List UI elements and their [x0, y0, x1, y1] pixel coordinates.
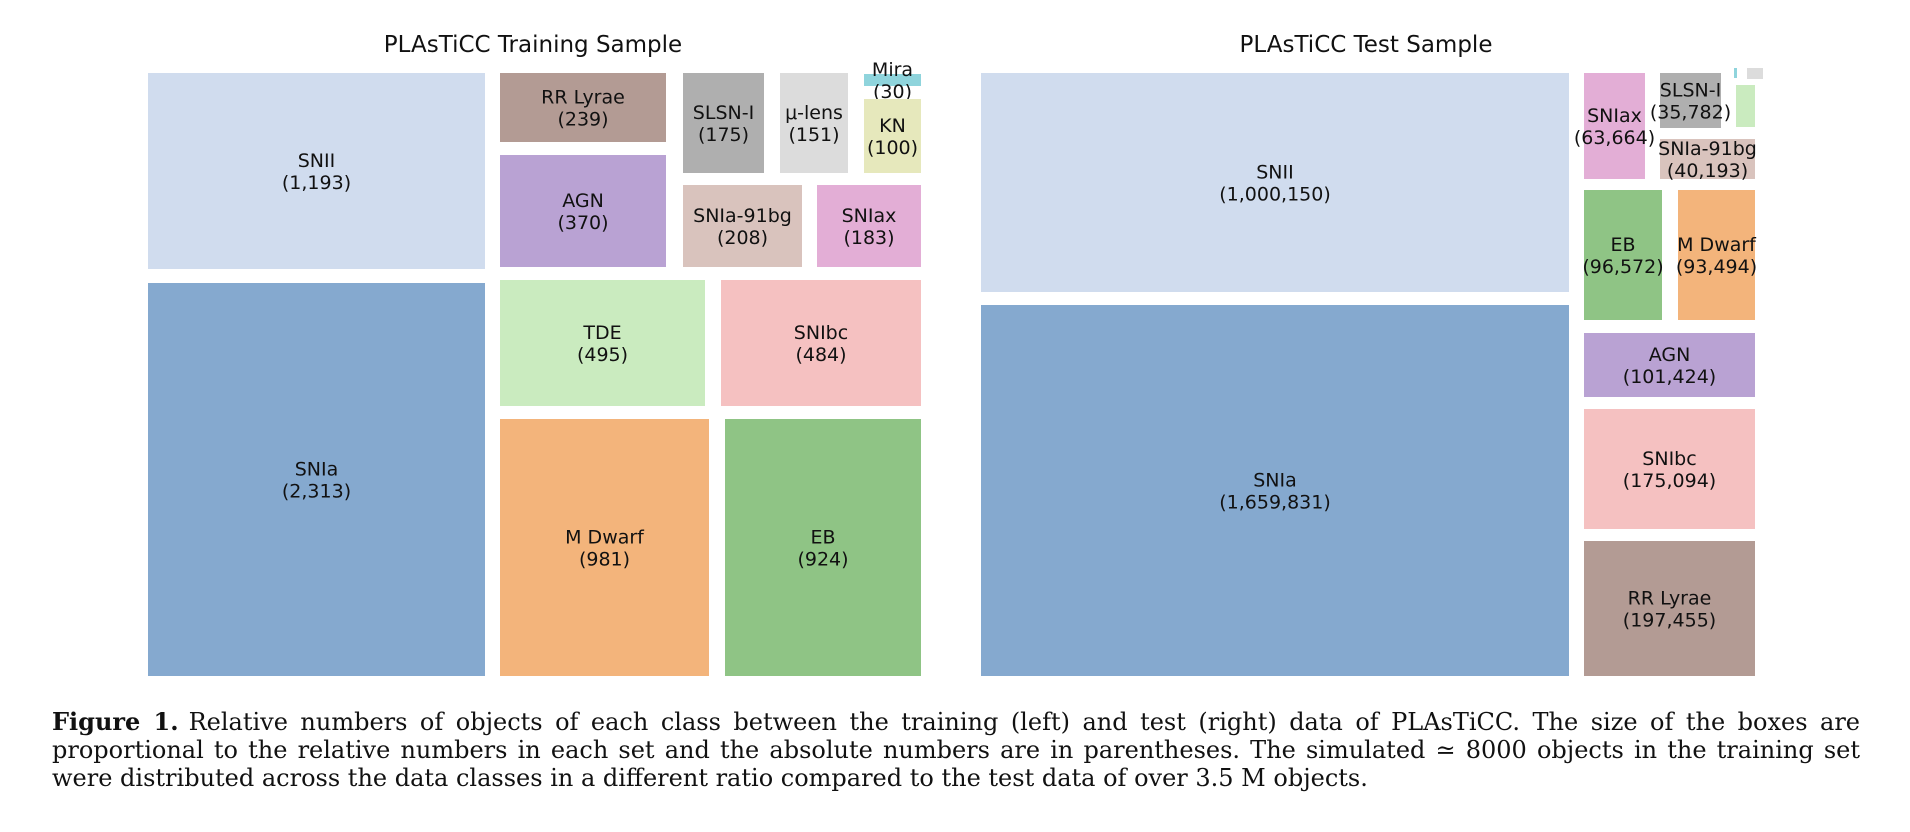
train-sniax-label: SNIax: [842, 205, 897, 227]
train-snii-label: SNII: [298, 150, 335, 172]
train-m-dwarf-box: [500, 419, 709, 676]
figure-caption: Figure 1. Relative numbers of objects of …: [52, 707, 1860, 793]
test-m-dwarf-box: [1678, 190, 1755, 320]
train-kn-label: KN: [879, 115, 906, 137]
train-snia-label: SNIa: [295, 459, 339, 481]
training-treemap: PLAsTiCC Training SampleSNII(1,193)SNIa(…: [148, 32, 921, 676]
train-snia-91bg-label: SNIa-91bg: [693, 205, 792, 227]
test-snia-label: SNIa: [1253, 470, 1297, 492]
test-small-box-0: [1734, 68, 1737, 78]
train-m-dwarf-label: M Dwarf: [565, 527, 645, 549]
test-agn-label: AGN: [1649, 344, 1691, 366]
treemap-figure: PLAsTiCC Training SampleSNII(1,193)SNIa(…: [148, 32, 1763, 676]
test-snia-91bg-count: (40,193): [1667, 160, 1748, 182]
test-snibc-box: [1584, 409, 1755, 529]
train-snia-box: [148, 283, 485, 676]
train-tde-count: (495): [577, 344, 628, 366]
test-sniax-count: (63,664): [1574, 127, 1655, 149]
train-rr-lyrae-count: (239): [557, 109, 608, 131]
train-sniax-box: [817, 185, 921, 267]
train-slsn-i-box: [683, 73, 764, 173]
test-small-box-2: [1736, 85, 1755, 127]
test-snia-count: (1,659,831): [1219, 492, 1331, 514]
train-snii-box: [148, 73, 485, 269]
test-rr-lyrae-box: [1584, 541, 1755, 676]
test-eb-count: (96,572): [1582, 256, 1663, 278]
test-rr-lyrae-label: RR Lyrae: [1628, 588, 1712, 610]
test-agn-box: [1584, 333, 1755, 397]
train-mira-box: [864, 74, 921, 86]
train-rr-lyrae-label: RR Lyrae: [541, 87, 625, 109]
train-lens-box: [780, 73, 848, 173]
train-mira-label: Mira: [872, 59, 913, 81]
test-slsn-i-label: SLSN-I: [1660, 80, 1721, 102]
test-slsn-i-box: [1660, 73, 1721, 128]
train-eb-count: (924): [797, 549, 848, 571]
train-rr-lyrae-box: [500, 73, 666, 142]
caption-label: Figure 1.: [52, 707, 179, 736]
train-snia-count: (2,313): [282, 481, 351, 503]
test-snii-count: (1,000,150): [1219, 184, 1331, 206]
train-agn-label: AGN: [562, 190, 604, 212]
test-sniax-label: SNIax: [1587, 105, 1642, 127]
test-agn-count: (101,424): [1623, 366, 1716, 388]
train-snia-91bg-count: (208): [717, 227, 768, 249]
test-eb-box: [1584, 190, 1662, 320]
test-snibc-count: (175,094): [1623, 470, 1716, 492]
train-agn-box: [500, 155, 666, 267]
test-snii-box: [981, 73, 1569, 292]
train-lens-count: (151): [788, 124, 839, 146]
train-tde-label: TDE: [582, 322, 621, 344]
test-slsn-i-count: (35,782): [1650, 102, 1731, 124]
caption-text: Relative numbers of objects of each clas…: [52, 708, 1860, 792]
test-m-dwarf-label: M Dwarf: [1677, 234, 1757, 256]
test-snia-box: [981, 305, 1569, 676]
train-eb-label: EB: [810, 527, 835, 549]
test-snia-91bg-label: SNIa-91bg: [1658, 138, 1757, 160]
train-kn-box: [864, 99, 921, 173]
test-snibc-label: SNIbc: [1642, 448, 1696, 470]
test-m-dwarf-count: (93,494): [1676, 256, 1757, 278]
test-title: PLAsTiCC Test Sample: [1240, 32, 1493, 58]
train-snibc-label: SNIbc: [794, 322, 848, 344]
train-snii-count: (1,193): [282, 172, 351, 194]
test-eb-label: EB: [1610, 234, 1635, 256]
train-snibc-count: (484): [795, 344, 846, 366]
test-snia-91bg-box: [1660, 139, 1755, 179]
train-lens-label: μ-lens: [785, 102, 843, 124]
train-slsn-i-label: SLSN-I: [693, 102, 754, 124]
train-slsn-i-count: (175): [698, 124, 749, 146]
test-snii-label: SNII: [1256, 162, 1293, 184]
train-tde-box: [500, 280, 705, 406]
train-snia-91bg-box: [683, 185, 802, 267]
train-snibc-box: [721, 280, 921, 406]
train-kn-count: (100): [867, 137, 918, 159]
train-agn-count: (370): [557, 212, 608, 234]
train-title: PLAsTiCC Training Sample: [384, 32, 682, 58]
test-rr-lyrae-count: (197,455): [1623, 610, 1716, 632]
test-treemap: PLAsTiCC Test SampleSNII(1,000,150)SNIa(…: [981, 32, 1763, 676]
train-mira-count: (30): [873, 81, 912, 103]
train-eb-box: [725, 419, 921, 676]
test-small-box-1: [1747, 68, 1763, 79]
train-sniax-count: (183): [843, 227, 894, 249]
train-m-dwarf-count: (981): [579, 549, 630, 571]
test-sniax-box: [1584, 73, 1645, 179]
